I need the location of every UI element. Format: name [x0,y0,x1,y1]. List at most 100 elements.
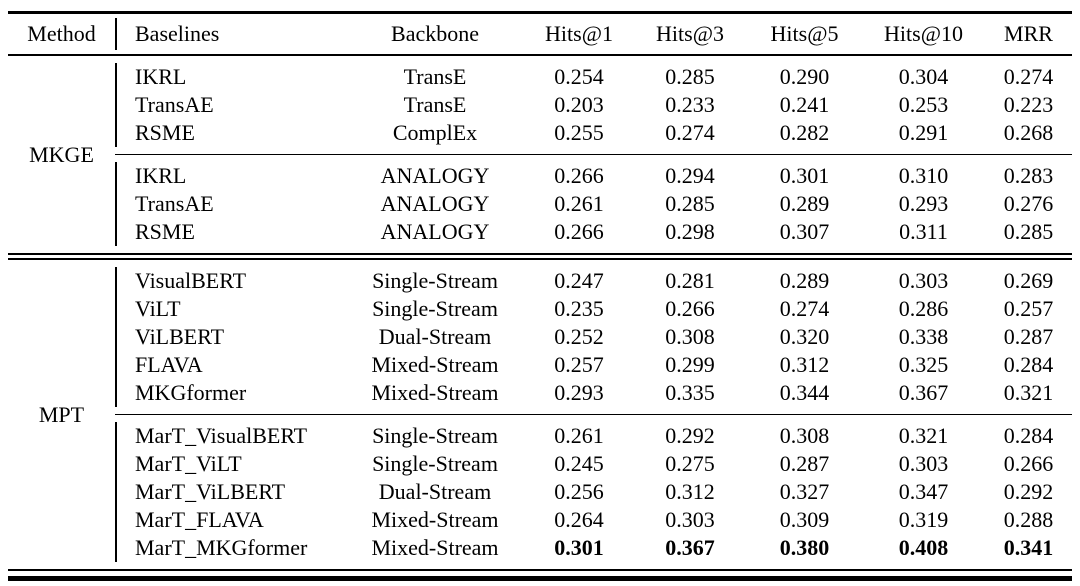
hits3-cell: 0.303 [665,507,715,532]
col-header-hits3: Hits@3 [656,21,724,46]
table-row: ViLBERT Dual-Stream 0.252 0.308 0.320 0.338 0.… [8,323,1072,351]
mrr-cell: 0.321 [1003,380,1054,405]
mrr-cell: 0.269 [1003,268,1054,293]
backbone-cell: ANALOGY [380,191,490,216]
table-header-row: Method Baselines Backbone Hits@1 Hits@3 … [8,14,1072,54]
section-mpt: MPT VisualBERT Single-Stream 0.247 0.281 0.28… [8,260,1072,569]
backbone-cell: TransE [403,64,467,89]
hits5-cell: 0.301 [779,163,830,188]
hits1-cell: 0.252 [554,324,604,349]
baseline-cell: ViLBERT [115,323,345,351]
hits5-cell: 0.290 [779,64,830,89]
baseline-cell: MarT_FLAVA [115,506,345,534]
table-top-rule [8,11,1072,14]
backbone-cell: Mixed-Stream [371,535,499,560]
mrr-cell: 0.257 [1003,296,1054,321]
table-row: MarT_VisualBERT Single-Stream 0.261 0.292 0.… [8,422,1072,450]
table-row: MKGformer Mixed-Stream 0.293 0.335 0.344 0.36… [8,379,1072,407]
bottom-rule-thick [8,576,1072,581]
backbone-cell: ANALOGY [380,163,490,188]
hits5-cell: 0.289 [779,268,830,293]
hits1-cell: 0.266 [554,163,604,188]
baseline-cell: TransAE [115,190,345,218]
backbone-cell: Single-Stream [372,451,498,476]
hits5-cell: 0.307 [779,219,830,244]
hits10-cell: 0.311 [899,219,948,244]
baseline-cell: TransAE [115,91,345,119]
hits3-cell: 0.312 [665,479,715,504]
group-divider-rule [115,154,1072,155]
baseline-cell: ViLT [115,295,345,323]
hits1-cell: 0.254 [554,64,604,89]
hits1-cell: 0.256 [554,479,604,504]
baseline-cell: MarT_ViLT [115,450,345,478]
baseline-cell: VisualBERT [115,267,345,295]
hits1-cell: 0.293 [554,380,604,405]
col-header-hits10: Hits@10 [884,21,963,46]
backbone-cell: Single-Stream [372,296,498,321]
table-body: MKGE IKRL TransE 0.254 0.285 0.290 0.304 0.274 T… [8,56,1072,569]
hits5-cell: 0.308 [779,423,830,448]
hits10-cell: 0.310 [898,163,949,188]
baseline-cell: IKRL [115,63,345,91]
table-row: MarT_FLAVA Mixed-Stream 0.264 0.303 0.309 0.3… [8,506,1072,534]
hits10-cell: 0.304 [898,64,949,89]
hits3-cell: 0.285 [665,191,715,216]
col-header-baselines: Baselines [115,18,345,50]
backbone-cell: Dual-Stream [378,324,492,349]
backbone-cell: Dual-Stream [378,479,492,504]
hits10-cell: 0.338 [898,324,949,349]
hits1-cell: 0.247 [554,268,604,293]
hits10-cell: 0.325 [898,352,949,377]
hits10-cell: 0.367 [898,380,949,405]
hits5-cell: 0.312 [779,352,830,377]
backbone-cell: TransE [403,92,467,117]
hits3-cell: 0.299 [665,352,715,377]
hits1-cell: 0.264 [554,507,604,532]
hits10-cell: 0.321 [898,423,949,448]
table-row: RSME ANALOGY 0.266 0.298 0.307 0.311 0.285 [8,218,1072,246]
hits10-cell: 0.408 [898,535,949,560]
backbone-cell: ANALOGY [380,219,490,244]
hits3-cell: 0.275 [665,451,715,476]
group-divider-rule [115,414,1072,415]
mrr-cell: 0.276 [1003,191,1054,216]
hits5-cell: 0.309 [779,507,830,532]
baseline-cell: MKGformer [115,379,345,407]
table-row: MarT_MKGformer Mixed-Stream 0.301 0.367 0.38… [8,534,1072,562]
hits3-cell: 0.308 [665,324,715,349]
results-table: Method Baselines Backbone Hits@1 Hits@3 … [8,11,1072,581]
baseline-cell: MarT_ViLBERT [115,478,345,506]
bottom-rule-thin [8,569,1072,571]
hits10-cell: 0.286 [898,296,949,321]
hits1-cell: 0.301 [554,535,604,560]
col-header-hits5: Hits@5 [770,21,839,46]
hits5-cell: 0.380 [779,535,830,560]
hits10-cell: 0.293 [898,191,949,216]
table-row: MarT_ViLT Single-Stream 0.245 0.275 0.287 0.3… [8,450,1072,478]
hits3-cell: 0.367 [665,535,715,560]
mrr-cell: 0.292 [1003,479,1054,504]
row-group: IKRL TransE 0.254 0.285 0.290 0.304 0.274 Trans… [8,56,1072,154]
hits5-cell: 0.287 [779,451,830,476]
hits10-cell: 0.347 [898,479,949,504]
row-group: MarT_VisualBERT Single-Stream 0.261 0.292 0.… [8,415,1072,569]
hits3-cell: 0.266 [665,296,715,321]
baseline-cell: MarT_MKGformer [115,534,345,562]
hits3-cell: 0.298 [665,219,715,244]
mrr-cell: 0.285 [1003,219,1054,244]
mrr-cell: 0.284 [1003,423,1054,448]
baseline-cell: RSME [115,218,345,246]
method-label: MPT [38,401,85,427]
section-mkge: MKGE IKRL TransE 0.254 0.285 0.290 0.304 0.274 T… [8,56,1072,253]
mrr-cell: 0.268 [1003,120,1054,145]
baseline-cell: FLAVA [115,351,345,379]
hits10-cell: 0.319 [898,507,949,532]
backbone-cell: ComplEx [392,120,478,145]
mrr-cell: 0.287 [1003,324,1054,349]
table-row: TransAE ANALOGY 0.261 0.285 0.289 0.293 0.276 [8,190,1072,218]
row-group: VisualBERT Single-Stream 0.247 0.281 0.289 0.… [8,260,1072,414]
col-header-backbone: Backbone [391,21,479,46]
backbone-cell: Single-Stream [372,268,498,293]
